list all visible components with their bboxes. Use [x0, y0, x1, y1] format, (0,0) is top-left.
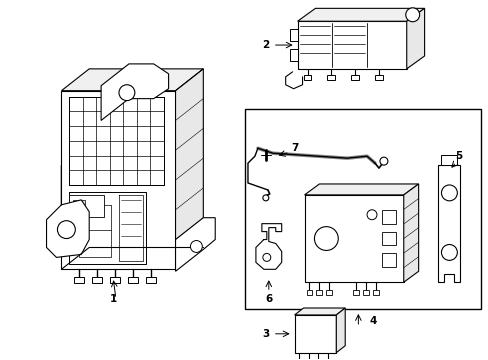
- Bar: [244, 109, 480, 309]
- Text: 3: 3: [262, 329, 269, 339]
- Circle shape: [263, 195, 268, 201]
- Bar: [110, 277, 120, 283]
- Circle shape: [441, 244, 456, 260]
- Bar: [372, 290, 378, 295]
- Bar: [381, 210, 395, 224]
- Circle shape: [379, 157, 387, 165]
- Circle shape: [190, 240, 202, 252]
- Polygon shape: [297, 8, 424, 21]
- Polygon shape: [297, 21, 406, 69]
- Circle shape: [57, 221, 75, 239]
- Polygon shape: [304, 184, 418, 195]
- Bar: [374, 75, 382, 80]
- Polygon shape: [403, 184, 418, 282]
- Bar: [69, 195, 104, 217]
- Polygon shape: [101, 64, 168, 121]
- Polygon shape: [61, 91, 175, 269]
- Polygon shape: [175, 218, 215, 271]
- Bar: [441, 155, 456, 165]
- Bar: [350, 75, 358, 80]
- Circle shape: [405, 8, 419, 22]
- Circle shape: [119, 85, 135, 100]
- Circle shape: [441, 185, 456, 201]
- Text: 7: 7: [290, 143, 298, 153]
- Bar: [326, 75, 335, 80]
- Bar: [362, 290, 368, 295]
- Text: 1: 1: [109, 294, 117, 304]
- Polygon shape: [304, 195, 403, 282]
- Bar: [381, 231, 395, 246]
- Bar: [145, 277, 155, 283]
- Circle shape: [366, 210, 376, 220]
- Bar: [92, 277, 102, 283]
- Bar: [325, 290, 332, 295]
- Text: 6: 6: [264, 294, 272, 304]
- Bar: [352, 290, 358, 295]
- Polygon shape: [61, 69, 203, 91]
- Text: 4: 4: [369, 316, 376, 326]
- Bar: [316, 290, 322, 295]
- Polygon shape: [294, 315, 336, 353]
- Bar: [303, 75, 311, 80]
- Polygon shape: [406, 8, 424, 69]
- Bar: [289, 49, 297, 61]
- Circle shape: [263, 253, 270, 261]
- Bar: [289, 29, 297, 41]
- Bar: [306, 290, 312, 295]
- Polygon shape: [46, 165, 89, 257]
- Polygon shape: [438, 165, 459, 282]
- Polygon shape: [294, 308, 345, 315]
- Circle shape: [314, 227, 338, 251]
- Polygon shape: [175, 69, 203, 269]
- Bar: [74, 277, 84, 283]
- Bar: [128, 277, 138, 283]
- Text: 5: 5: [454, 151, 461, 161]
- Bar: [381, 253, 395, 267]
- Text: 2: 2: [262, 40, 269, 50]
- Bar: [73, 200, 85, 210]
- Polygon shape: [336, 308, 345, 353]
